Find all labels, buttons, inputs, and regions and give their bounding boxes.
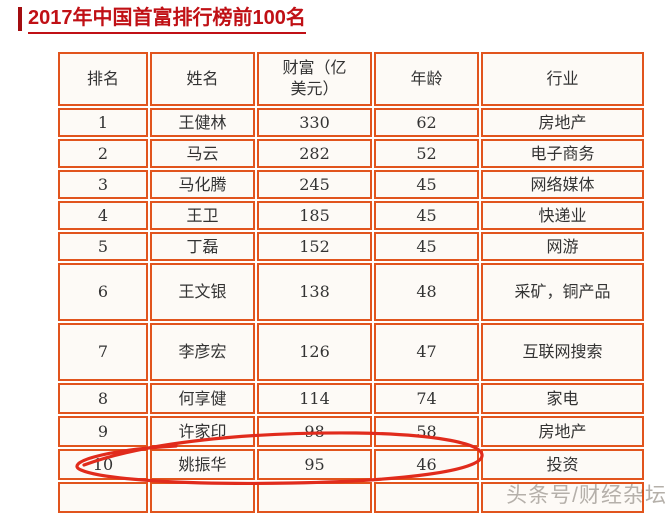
- header-age: 年龄: [374, 52, 479, 106]
- cell-name: 丁磊: [150, 232, 255, 261]
- cell-name: 何享健: [150, 383, 255, 414]
- cell-industry: 采矿，铜产品: [481, 263, 644, 321]
- article-title-block: 2017年中国首富排行榜前100名: [18, 7, 306, 34]
- cell-age: 45: [374, 170, 479, 199]
- cell-name: 李彦宏: [150, 323, 255, 381]
- rich-list-table: 排名 姓名 财富（亿美元） 年龄 行业 1 王健林 330 62 房地产 2 马…: [56, 50, 646, 515]
- cell-age: 62: [374, 108, 479, 137]
- cell-age: 58: [374, 416, 479, 447]
- header-rank: 排名: [58, 52, 148, 106]
- watermark-text: 头条号/财经杂坛: [506, 484, 667, 507]
- table-header-row: 排名 姓名 财富（亿美元） 年龄 行业: [58, 52, 644, 106]
- cell-industry: 电子商务: [481, 139, 644, 168]
- table-row: 1 王健林 330 62 房地产: [58, 108, 644, 137]
- cell-wealth: 138: [257, 263, 372, 321]
- table-row: 3 马化腾 245 45 网络媒体: [58, 170, 644, 199]
- cell-rank: 3: [58, 170, 148, 199]
- table-row: 10 姚振华 95 46 投资: [58, 449, 644, 480]
- cell-industry: 投资: [481, 449, 644, 480]
- cell-rank: 8: [58, 383, 148, 414]
- cell-age: 48: [374, 263, 479, 321]
- cell-rank: 2: [58, 139, 148, 168]
- cell-age: 74: [374, 383, 479, 414]
- cell-industry: 网络媒体: [481, 170, 644, 199]
- table-row: 6 王文银 138 48 采矿，铜产品: [58, 263, 644, 321]
- header-wealth: 财富（亿美元）: [257, 52, 372, 106]
- cell-age: 46: [374, 449, 479, 480]
- cell-rank: 6: [58, 263, 148, 321]
- cell-industry: 快递业: [481, 201, 644, 230]
- cell-industry: 家电: [481, 383, 644, 414]
- cell-wealth: 126: [257, 323, 372, 381]
- cell-name: 马化腾: [150, 170, 255, 199]
- cell-name: 姚振华: [150, 449, 255, 480]
- table-row: 8 何享健 114 74 家电: [58, 383, 644, 414]
- cell-wealth: 282: [257, 139, 372, 168]
- header-wealth-label: 财富（亿美元）: [282, 58, 347, 98]
- cell-name: 王文银: [150, 263, 255, 321]
- table-row-circled: 9 许家印 98 58 房地产: [58, 416, 644, 447]
- table-row-partial: [58, 482, 644, 513]
- cell-rank: 4: [58, 201, 148, 230]
- cell-name: 王健林: [150, 108, 255, 137]
- cell-wealth: 330: [257, 108, 372, 137]
- title-accent-bar: [18, 7, 22, 31]
- header-name: 姓名: [150, 52, 255, 106]
- cell-age: 45: [374, 232, 479, 261]
- table-row: 2 马云 282 52 电子商务: [58, 139, 644, 168]
- cell-rank: 10: [58, 449, 148, 480]
- cell-wealth: 185: [257, 201, 372, 230]
- table-row: 4 王卫 185 45 快递业: [58, 201, 644, 230]
- cell-industry: 房地产: [481, 416, 644, 447]
- cell-name: 王卫: [150, 201, 255, 230]
- cell-name: 马云: [150, 139, 255, 168]
- cell-rank: 5: [58, 232, 148, 261]
- cell-rank: 1: [58, 108, 148, 137]
- cell-wealth: 114: [257, 383, 372, 414]
- cell-wealth: 152: [257, 232, 372, 261]
- cell-age: 45: [374, 201, 479, 230]
- table-row: 5 丁磊 152 45 网游: [58, 232, 644, 261]
- cell-rank: 7: [58, 323, 148, 381]
- page-title: 2017年中国首富排行榜前100名: [28, 7, 306, 34]
- header-industry: 行业: [481, 52, 644, 106]
- cell-age: 47: [374, 323, 479, 381]
- cell-name: 许家印: [150, 416, 255, 447]
- cell-industry: 互联网搜索: [481, 323, 644, 381]
- cell-industry: 房地产: [481, 108, 644, 137]
- cell-wealth: 95: [257, 449, 372, 480]
- cell-rank: 9: [58, 416, 148, 447]
- cell-industry: 网游: [481, 232, 644, 261]
- cell-wealth: 245: [257, 170, 372, 199]
- table-row: 7 李彦宏 126 47 互联网搜索: [58, 323, 644, 381]
- cell-wealth: 98: [257, 416, 372, 447]
- cell-age: 52: [374, 139, 479, 168]
